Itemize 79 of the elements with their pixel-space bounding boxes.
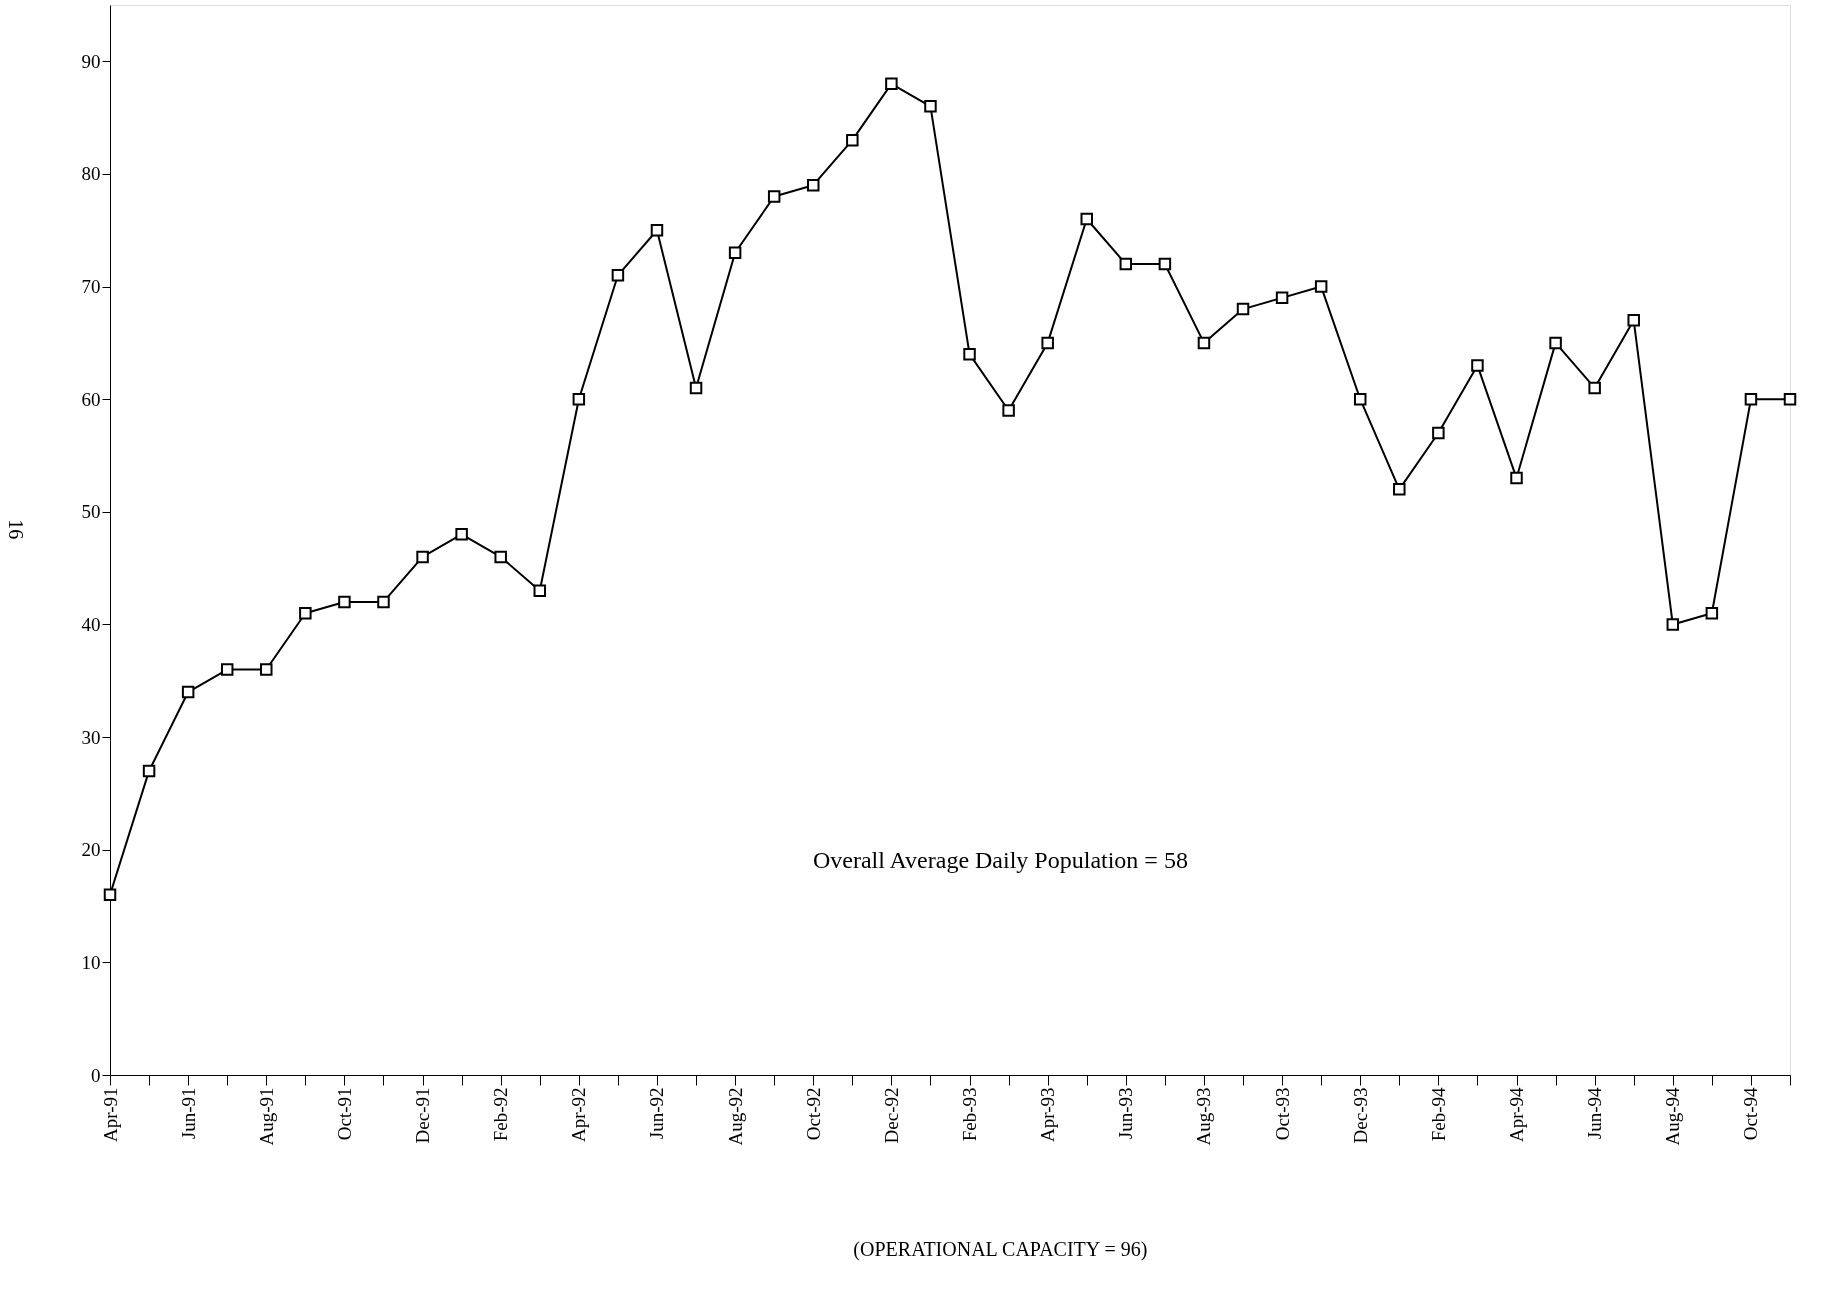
y-tick-label: 30	[81, 726, 101, 748]
x-tick-label: Apr-94	[1506, 1087, 1528, 1142]
x-tick-label: Feb-92	[490, 1087, 512, 1142]
point	[103, 888, 117, 902]
annotation: Overall Average Daily Population = 58	[812, 847, 1188, 873]
x-tick-label: Feb-93	[959, 1087, 981, 1142]
y-tick-label: 40	[81, 613, 101, 635]
y-tick-label: 10	[81, 951, 101, 973]
point	[494, 550, 507, 564]
text: 16	[5, 519, 27, 540]
point	[846, 133, 859, 147]
point	[1783, 392, 1797, 406]
point	[1002, 404, 1015, 417]
x-tick-label: Jun-94	[1584, 1087, 1606, 1140]
y-tick-label: 80	[81, 163, 101, 185]
x-tick-label: Dec-92	[880, 1087, 902, 1144]
point	[1588, 381, 1601, 395]
point	[181, 685, 195, 699]
point	[1705, 606, 1719, 620]
y-tick-label: 0	[91, 1064, 101, 1086]
x-tick-label: Oct-93	[1271, 1087, 1293, 1141]
point	[885, 77, 898, 91]
x-tick-label: Jun-92	[646, 1087, 668, 1140]
point	[807, 178, 820, 192]
point	[1041, 336, 1054, 350]
point	[924, 100, 937, 113]
x-tick-label: Oct-92	[802, 1087, 824, 1141]
point	[455, 528, 468, 541]
y-tick-label: 60	[81, 388, 101, 410]
point	[338, 595, 351, 609]
x-tick-label: Dec-93	[1349, 1087, 1371, 1144]
y-tick-label: 70	[81, 276, 101, 298]
point	[1510, 471, 1523, 485]
x-tick-label: Aug-91	[255, 1087, 277, 1146]
point	[963, 347, 976, 361]
y-tick-label: 50	[81, 501, 101, 523]
x-tick-label: Jun-91	[177, 1087, 199, 1140]
x-tick-label: Aug-94	[1662, 1087, 1684, 1146]
point	[1314, 280, 1328, 293]
x-tick-label: Oct-94	[1740, 1087, 1762, 1141]
text: (OPERATIONAL CAPACITY = 96)	[853, 1238, 1148, 1261]
x-tick-label: Jun-93	[1115, 1087, 1137, 1140]
point	[1236, 302, 1250, 316]
y-tick-label: 90	[81, 50, 101, 72]
x-tick-label: Aug-92	[724, 1087, 746, 1146]
point	[299, 606, 312, 620]
x-tick-label: Feb-94	[1427, 1087, 1449, 1142]
point	[1197, 336, 1211, 350]
x-tick-label: Dec-91	[412, 1087, 434, 1144]
point	[1393, 483, 1406, 496]
point	[377, 595, 390, 609]
point	[1080, 212, 1093, 226]
point	[1471, 359, 1484, 372]
point	[1275, 291, 1289, 305]
x-tick-label: Apr-93	[1037, 1087, 1059, 1142]
x-tick-label: Apr-91	[99, 1087, 121, 1142]
point	[416, 550, 429, 564]
point	[1666, 618, 1680, 631]
point	[728, 246, 742, 260]
y-tick-label: 20	[81, 839, 101, 861]
point	[689, 381, 703, 395]
point	[1432, 426, 1445, 440]
x-tick-label: Oct-91	[333, 1087, 355, 1141]
x-tick-label: Aug-93	[1193, 1087, 1215, 1146]
point	[1353, 392, 1367, 406]
point	[260, 663, 273, 676]
point	[142, 764, 156, 778]
point	[220, 663, 234, 676]
point	[533, 584, 547, 597]
point	[1549, 336, 1562, 350]
point	[650, 224, 664, 237]
point	[1119, 257, 1133, 271]
point	[611, 269, 625, 282]
point	[1158, 257, 1172, 271]
point	[1744, 392, 1758, 406]
point	[1627, 314, 1640, 327]
point	[572, 392, 586, 406]
point	[767, 190, 781, 203]
x-tick-label: Apr-92	[568, 1087, 590, 1142]
